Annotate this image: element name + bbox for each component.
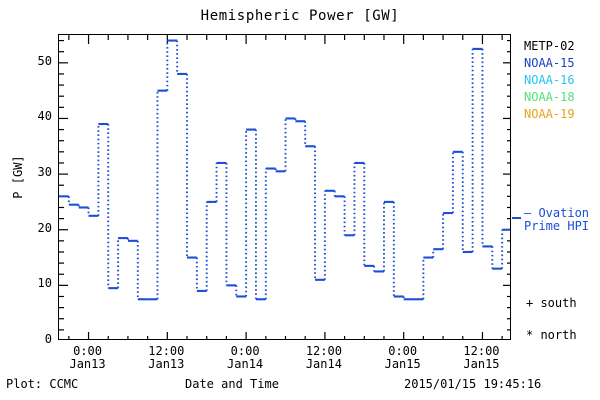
y-tick-label: 0	[44, 332, 52, 346]
x-tick-time: 12:00	[148, 344, 185, 358]
x-tick-time: 12:00	[463, 344, 500, 358]
legend-entry-metp-02: METP-02	[524, 39, 575, 53]
x-tick-time: 0:00	[230, 344, 260, 358]
legend-satellites: METP-02 NOAA-15 NOAA-16 NOAA-18 NOAA-19	[524, 38, 575, 123]
ovation-axis-dash-marker	[512, 217, 521, 219]
x-tick-label: 12:00 Jan15	[436, 345, 526, 371]
x-tick-date: Jan14	[227, 357, 264, 371]
plot-area	[58, 34, 511, 340]
x-tick-label: 12:00 Jan14	[279, 345, 369, 371]
legend-south-marker: + south	[526, 296, 577, 310]
x-tick-time: 0:00	[388, 344, 418, 358]
legend-entry-noaa-15: NOAA-15	[524, 56, 575, 70]
legend-ovation-prime: — Ovation Prime HPI	[524, 207, 589, 233]
legend-north-marker: * north	[526, 328, 577, 342]
x-tick-time: 12:00	[305, 344, 342, 358]
legend-entry-noaa-19: NOAA-19	[524, 107, 575, 121]
x-tick-label: 0:00 Jan13	[43, 345, 133, 371]
footer-source: Plot: CCMC	[6, 377, 79, 391]
x-tick-time: 0:00	[73, 344, 102, 358]
legend-ovation-line1: — Ovation	[524, 206, 590, 220]
x-tick-date: Jan14	[305, 357, 342, 371]
x-tick-date: Jan15	[463, 357, 500, 371]
legend-entry-noaa-16: NOAA-16	[524, 73, 575, 87]
x-tick-date: Jan13	[148, 357, 185, 371]
footer-timestamp: 2015/01/15 19:45:16	[404, 377, 542, 391]
chart-title: Hemispheric Power [GW]	[200, 8, 400, 24]
y-tick-label: 50	[37, 53, 52, 68]
x-tick-date: Jan15	[384, 357, 421, 371]
y-tick-label: 40	[37, 109, 52, 124]
legend-entry-noaa-18: NOAA-18	[524, 90, 575, 104]
plot-svg	[59, 35, 510, 339]
x-tick-label: 0:00 Jan15	[358, 345, 448, 371]
y-tick-label: 20	[37, 220, 52, 235]
x-axis-label: Date and Time	[185, 377, 279, 391]
x-tick-label: 12:00 Jan13	[121, 345, 211, 371]
y-axis-label: P [GW]	[11, 155, 25, 199]
x-tick-label: 0:00 Jan14	[200, 345, 290, 371]
x-tick-date: Jan13	[69, 357, 106, 371]
y-tick-label: 10	[37, 276, 52, 291]
y-tick-label: 30	[37, 165, 52, 180]
legend-ovation-line2: Prime HPI	[524, 219, 590, 233]
